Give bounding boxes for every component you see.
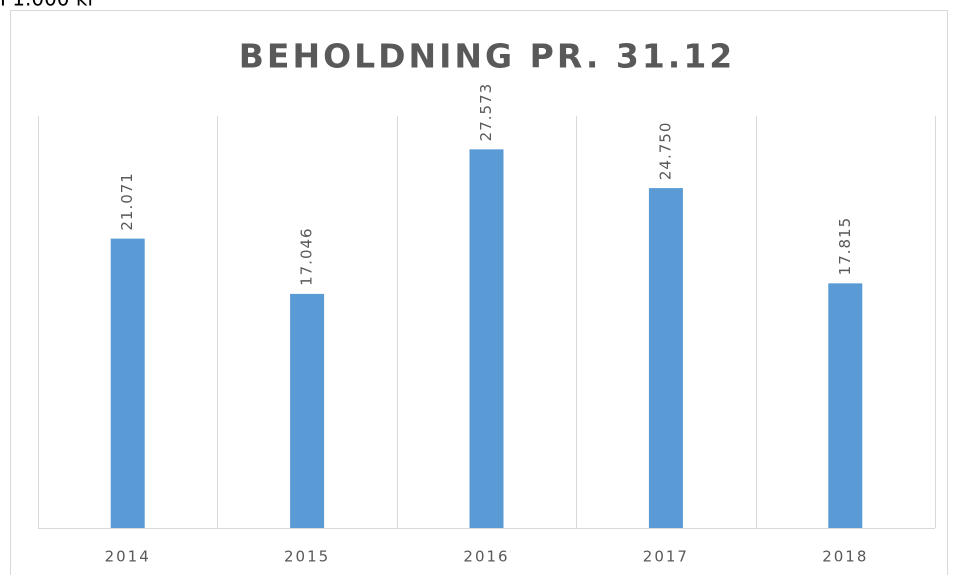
x-tick-label: 2016 bbox=[463, 548, 509, 566]
chart-border bbox=[10, 10, 948, 575]
data-label: 24.750 bbox=[656, 122, 674, 181]
data-label: 21.071 bbox=[118, 172, 136, 231]
bar bbox=[290, 293, 325, 528]
bar bbox=[469, 149, 504, 528]
x-tick-label: 2017 bbox=[643, 548, 689, 566]
unit-label: I 1.000 kr bbox=[0, 0, 96, 11]
bar bbox=[648, 188, 683, 528]
x-tick-label: 2018 bbox=[822, 548, 868, 566]
data-label: 17.046 bbox=[298, 227, 316, 286]
x-tick-label: 2014 bbox=[105, 548, 151, 566]
data-label: 17.815 bbox=[836, 217, 854, 276]
chart-title: BEHOLDNING PR. 31.12 bbox=[239, 37, 736, 76]
bar bbox=[828, 283, 863, 528]
x-tick-label: 2015 bbox=[284, 548, 330, 566]
data-label: 27.573 bbox=[477, 83, 495, 142]
bar bbox=[110, 238, 145, 528]
